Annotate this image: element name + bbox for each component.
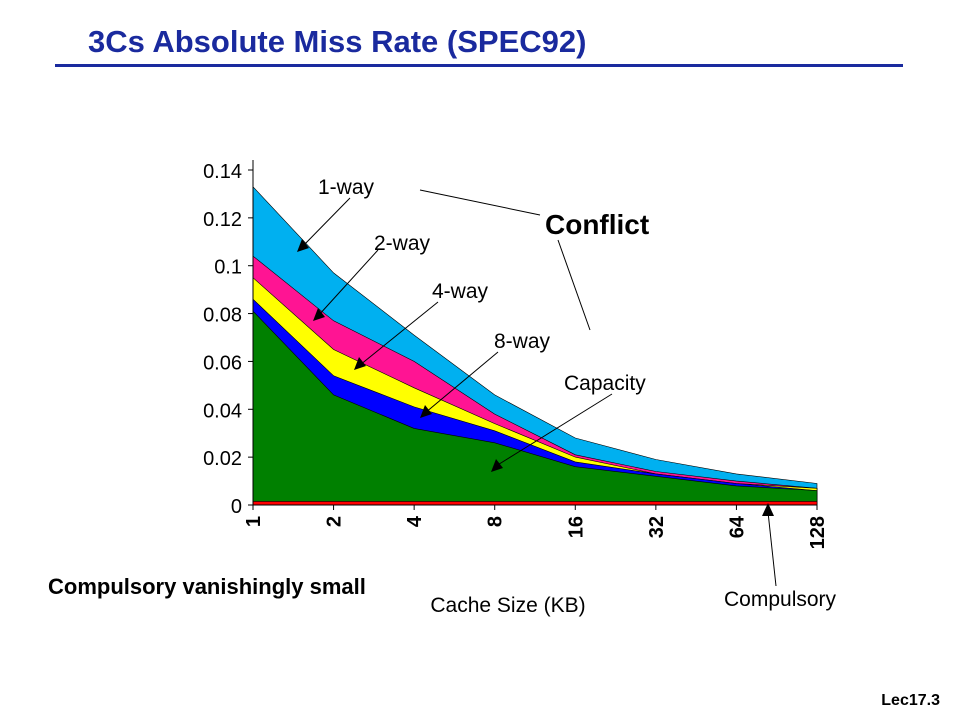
x-tick-label: 8 [485, 516, 507, 527]
pointer-2-way [317, 249, 379, 317]
pointer-8-way [424, 351, 499, 414]
compulsory-arrowhead [762, 503, 774, 516]
arrowhead-capacity [491, 459, 503, 472]
y-tick-label: 0 [231, 496, 242, 518]
pointer-capacity [495, 393, 613, 467]
x-tick-label: 64 [726, 515, 748, 538]
area-compulsory [252, 501, 818, 506]
x-axis-title: Cache Size (KB) [430, 594, 585, 617]
compulsory-pointer [767, 511, 777, 587]
label-2-way: 2-way [374, 232, 431, 255]
pointer-4-way [359, 301, 439, 366]
slide-title: 3Cs Absolute Miss Rate (SPEC92) [88, 24, 587, 59]
label-1-way: 1-way [318, 176, 375, 199]
x-tick-label: 32 [646, 516, 668, 538]
label-capacity: Capacity [564, 372, 646, 395]
y-tick-label: 0.14 [203, 161, 242, 183]
conflict-pointer [557, 239, 591, 331]
area-capacity [252, 310, 818, 506]
y-tick-label: 0.04 [203, 400, 242, 422]
label-4-way: 4-way [432, 280, 489, 303]
x-tick-label: 4 [404, 515, 426, 527]
y-tick-label: 0.12 [203, 209, 242, 231]
compulsory-note: Compulsory vanishingly small [48, 574, 366, 599]
title-underline [55, 64, 903, 67]
conflict-label: Conflict [545, 209, 649, 240]
pointer-1-way [301, 197, 351, 248]
arrowhead-4-way [354, 357, 366, 370]
x-tick-label: 128 [807, 516, 829, 549]
conflict-pointer [419, 189, 541, 216]
arrowhead-8-way [420, 405, 432, 418]
x-tick-label: 16 [565, 516, 587, 538]
y-tick-label: 0.1 [214, 257, 242, 279]
y-tick-label: 0.06 [203, 352, 242, 374]
y-tick-label: 0.08 [203, 305, 242, 327]
label-8-way: 8-way [494, 330, 551, 353]
x-tick-label: 1 [243, 516, 265, 527]
compulsory-label: Compulsory [724, 588, 837, 611]
arrowhead-2-way [313, 308, 325, 321]
page-number: Lec17.3 [881, 692, 940, 709]
arrowhead-1-way [297, 239, 309, 252]
x-tick-label: 2 [324, 516, 346, 527]
y-tick-label: 0.02 [203, 448, 242, 470]
